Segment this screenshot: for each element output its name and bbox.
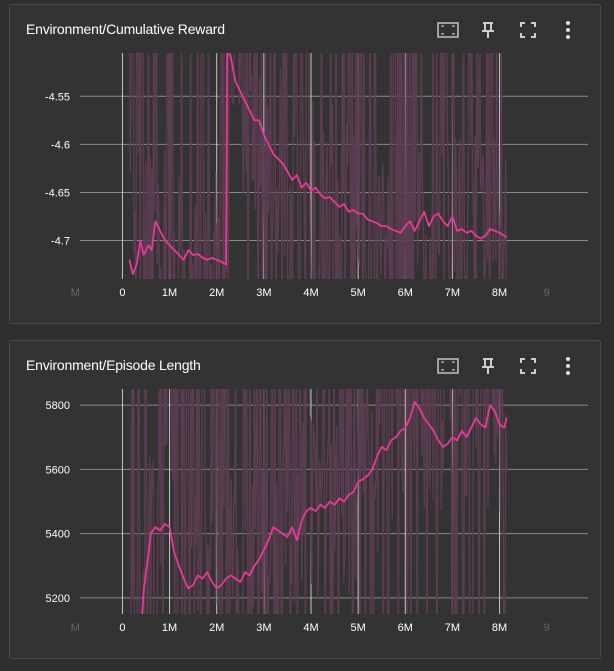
pin-button[interactable] bbox=[468, 353, 508, 379]
chart-title: Environment/Episode Length bbox=[26, 357, 201, 373]
x-tick-label: 1M bbox=[162, 622, 177, 634]
chart-card-cumulative-reward: Environment/Cumulative Reward -4.55 -4.6-… bbox=[9, 4, 601, 324]
x-tick-label: 6M bbox=[398, 622, 413, 634]
line-chart[interactable]: 5200 5400 5600 5800 M 0 1M 2M 3M 4M 5M 6M 7M 8M 9 bbox=[10, 341, 600, 658]
plot-area bbox=[130, 389, 508, 614]
chart-card-episode-length: Environment/Episode Length 5200 5400 5600 5… bbox=[9, 340, 601, 659]
x-tick-label: 9 bbox=[544, 622, 550, 634]
plot-area bbox=[128, 53, 508, 279]
x-tick-label: 7M bbox=[445, 287, 460, 299]
chart-title: Environment/Cumulative Reward bbox=[26, 21, 225, 37]
fit-domain-icon bbox=[437, 22, 459, 38]
smoothed-series-line bbox=[128, 53, 508, 276]
more-options-button[interactable] bbox=[548, 17, 588, 43]
fullscreen-icon bbox=[520, 358, 536, 374]
x-tick-label: 5M bbox=[351, 287, 366, 299]
x-tick-label: 8M bbox=[492, 287, 507, 299]
more-vert-icon bbox=[566, 357, 570, 375]
chart-toolbar bbox=[428, 17, 588, 43]
x-tick-label: 9 bbox=[544, 287, 550, 299]
x-tick-label: 5M bbox=[351, 622, 366, 634]
x-tick-label: 2M bbox=[209, 287, 224, 299]
chart-toolbar bbox=[428, 353, 588, 379]
y-tick-label: 5800 bbox=[46, 400, 70, 412]
pin-icon bbox=[482, 358, 494, 374]
x-tick-label: 4M bbox=[303, 287, 318, 299]
fullscreen-button[interactable] bbox=[508, 17, 548, 43]
fit-domain-icon bbox=[437, 358, 459, 374]
pin-icon bbox=[482, 22, 494, 38]
y-tick-label: -4.7 bbox=[51, 236, 70, 248]
y-tick-label: -4.65 bbox=[45, 187, 70, 199]
y-tick-label: -4.55 bbox=[45, 91, 70, 103]
raw-series-line bbox=[129, 53, 507, 279]
x-tick-label: 8M bbox=[492, 622, 507, 634]
x-tick-label: M bbox=[71, 622, 80, 634]
x-tick-label: 0 bbox=[119, 287, 125, 299]
x-tick-label: 3M bbox=[256, 287, 271, 299]
x-tick-label: 3M bbox=[256, 622, 271, 634]
more-options-button[interactable] bbox=[548, 353, 588, 379]
y-tick-label: -4.6 bbox=[51, 139, 70, 151]
fullscreen-button[interactable] bbox=[508, 353, 548, 379]
x-tick-label: 0 bbox=[119, 622, 125, 634]
smoothed-series-line bbox=[141, 401, 508, 614]
x-tick-label: 2M bbox=[209, 622, 224, 634]
y-tick-label: 5600 bbox=[46, 464, 70, 476]
fit-domain-button[interactable] bbox=[428, 17, 468, 43]
x-tick-label: 4M bbox=[303, 622, 318, 634]
x-tick-label: 1M bbox=[162, 287, 177, 299]
y-tick-label: 5400 bbox=[46, 529, 70, 541]
line-chart[interactable]: -4.55 -4.6 -4.65 -4.7 M 0 1M 2M 3M 4M 5M 6M 7M 8M 9 bbox=[10, 5, 600, 323]
x-tick-label: M bbox=[71, 287, 80, 299]
more-vert-icon bbox=[566, 21, 570, 39]
y-tick-label: 5200 bbox=[46, 593, 70, 605]
pin-button[interactable] bbox=[468, 17, 508, 43]
fit-domain-button[interactable] bbox=[428, 353, 468, 379]
fullscreen-icon bbox=[520, 22, 536, 38]
raw-series-line bbox=[130, 389, 508, 614]
x-tick-label: 6M bbox=[398, 287, 413, 299]
x-tick-label: 7M bbox=[445, 622, 460, 634]
